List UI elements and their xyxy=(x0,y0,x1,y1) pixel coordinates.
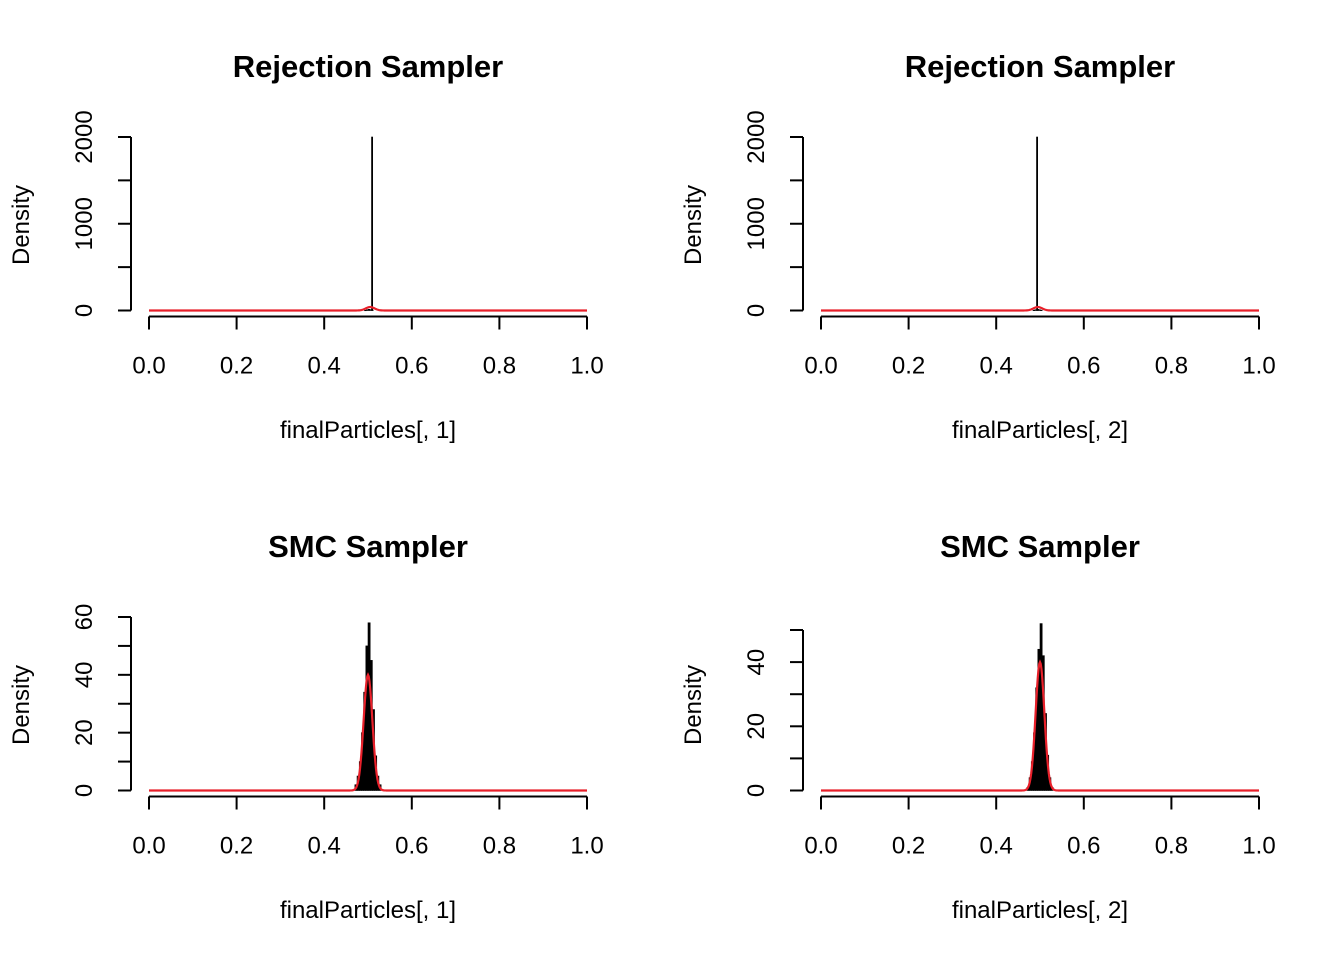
plot-area: 0.0 0.2 0.4 0.6 0.8 1.0 0 20 40 60 xyxy=(71,604,604,860)
x-tick-label: 0.8 xyxy=(483,353,516,380)
x-tick-label: 0.2 xyxy=(220,833,253,860)
x-tick-label: 0.4 xyxy=(308,353,341,380)
x-axis-label: finalParticles[, 2] xyxy=(952,897,1128,924)
x-tick-label: 0.2 xyxy=(220,353,253,380)
y-tick-label: 40 xyxy=(71,661,98,688)
x-tick-label: 0.4 xyxy=(980,833,1013,860)
histogram-bar xyxy=(367,622,371,791)
x-tick-label: 0.4 xyxy=(308,833,341,860)
plot-area: 0.0 0.2 0.4 0.6 0.8 1.0 0 1000 2000 xyxy=(743,110,1276,379)
x-tick-label: 1.0 xyxy=(1242,833,1275,860)
panel-smc-param-2: SMC Sampler finalParticles[, 2] Density … xyxy=(680,529,1276,924)
histogram-bar xyxy=(1040,309,1043,311)
x-tick-label: 0.4 xyxy=(980,353,1013,380)
plot-area: 0.0 0.2 0.4 0.6 0.8 1.0 0 1000 2000 xyxy=(71,110,604,379)
histogram-bar xyxy=(1039,623,1043,791)
x-tick-label: 0.6 xyxy=(395,833,428,860)
y-tick-label: 0 xyxy=(71,304,98,317)
x-tick-label: 0.0 xyxy=(132,833,165,860)
x-tick-label: 0.0 xyxy=(804,353,837,380)
panel-smc-param-1: SMC Sampler finalParticles[, 1] Density … xyxy=(8,529,604,924)
y-tick-label: 1000 xyxy=(71,197,98,250)
y-tick-label: 1000 xyxy=(743,197,770,250)
y-axis-label: Density xyxy=(8,665,35,745)
x-tick-label: 0.6 xyxy=(1067,353,1100,380)
x-tick-label: 0.0 xyxy=(132,353,165,380)
x-tick-label: 0.6 xyxy=(1067,833,1100,860)
density-curve xyxy=(149,305,587,312)
x-tick-label: 1.0 xyxy=(570,353,603,380)
panel-rejection-param-2: Rejection Sampler finalParticles[, 2] De… xyxy=(680,49,1276,444)
x-tick-label: 0.8 xyxy=(483,833,516,860)
chart-title: SMC Sampler xyxy=(940,529,1140,564)
x-tick-label: 0.0 xyxy=(804,833,837,860)
x-axis-label: finalParticles[, 2] xyxy=(952,417,1128,444)
density-curve xyxy=(821,305,1259,312)
y-tick-label: 20 xyxy=(71,719,98,746)
y-tick-label: 0 xyxy=(71,784,98,797)
y-tick-label: 0 xyxy=(743,784,770,797)
x-axis-label: finalParticles[, 1] xyxy=(280,897,456,924)
y-axis-label: Density xyxy=(680,185,707,265)
chart-title: Rejection Sampler xyxy=(905,49,1175,84)
x-tick-label: 0.8 xyxy=(1155,833,1188,860)
x-tick-label: 0.2 xyxy=(892,353,925,380)
y-axis-label: Density xyxy=(8,185,35,265)
y-tick-label: 40 xyxy=(743,649,770,676)
y-tick-label: 2000 xyxy=(71,110,98,163)
histogram-bar xyxy=(365,645,369,791)
x-tick-label: 0.8 xyxy=(1155,353,1188,380)
chart-title: SMC Sampler xyxy=(268,529,468,564)
y-tick-label: 2000 xyxy=(743,110,770,163)
chart-title: Rejection Sampler xyxy=(233,49,503,84)
density-curve xyxy=(821,659,1259,792)
y-tick-label: 20 xyxy=(743,713,770,740)
y-axis-label: Density xyxy=(680,665,707,745)
x-axis-label: finalParticles[, 1] xyxy=(280,417,456,444)
y-tick-label: 0 xyxy=(743,304,770,317)
plot-area: 0.0 0.2 0.4 0.6 0.8 1.0 0 20 40 xyxy=(743,623,1276,860)
histogram-bar xyxy=(371,136,374,311)
y-tick-label: 60 xyxy=(71,604,98,631)
x-tick-label: 0.6 xyxy=(395,353,428,380)
x-tick-label: 1.0 xyxy=(570,833,603,860)
x-tick-label: 0.2 xyxy=(892,833,925,860)
histogram-bar xyxy=(371,309,374,311)
density-curve xyxy=(149,672,587,792)
histogram-bar xyxy=(1036,136,1038,311)
panel-rejection-param-1: Rejection Sampler finalParticles[, 1] De… xyxy=(8,49,604,444)
x-tick-label: 1.0 xyxy=(1242,353,1275,380)
